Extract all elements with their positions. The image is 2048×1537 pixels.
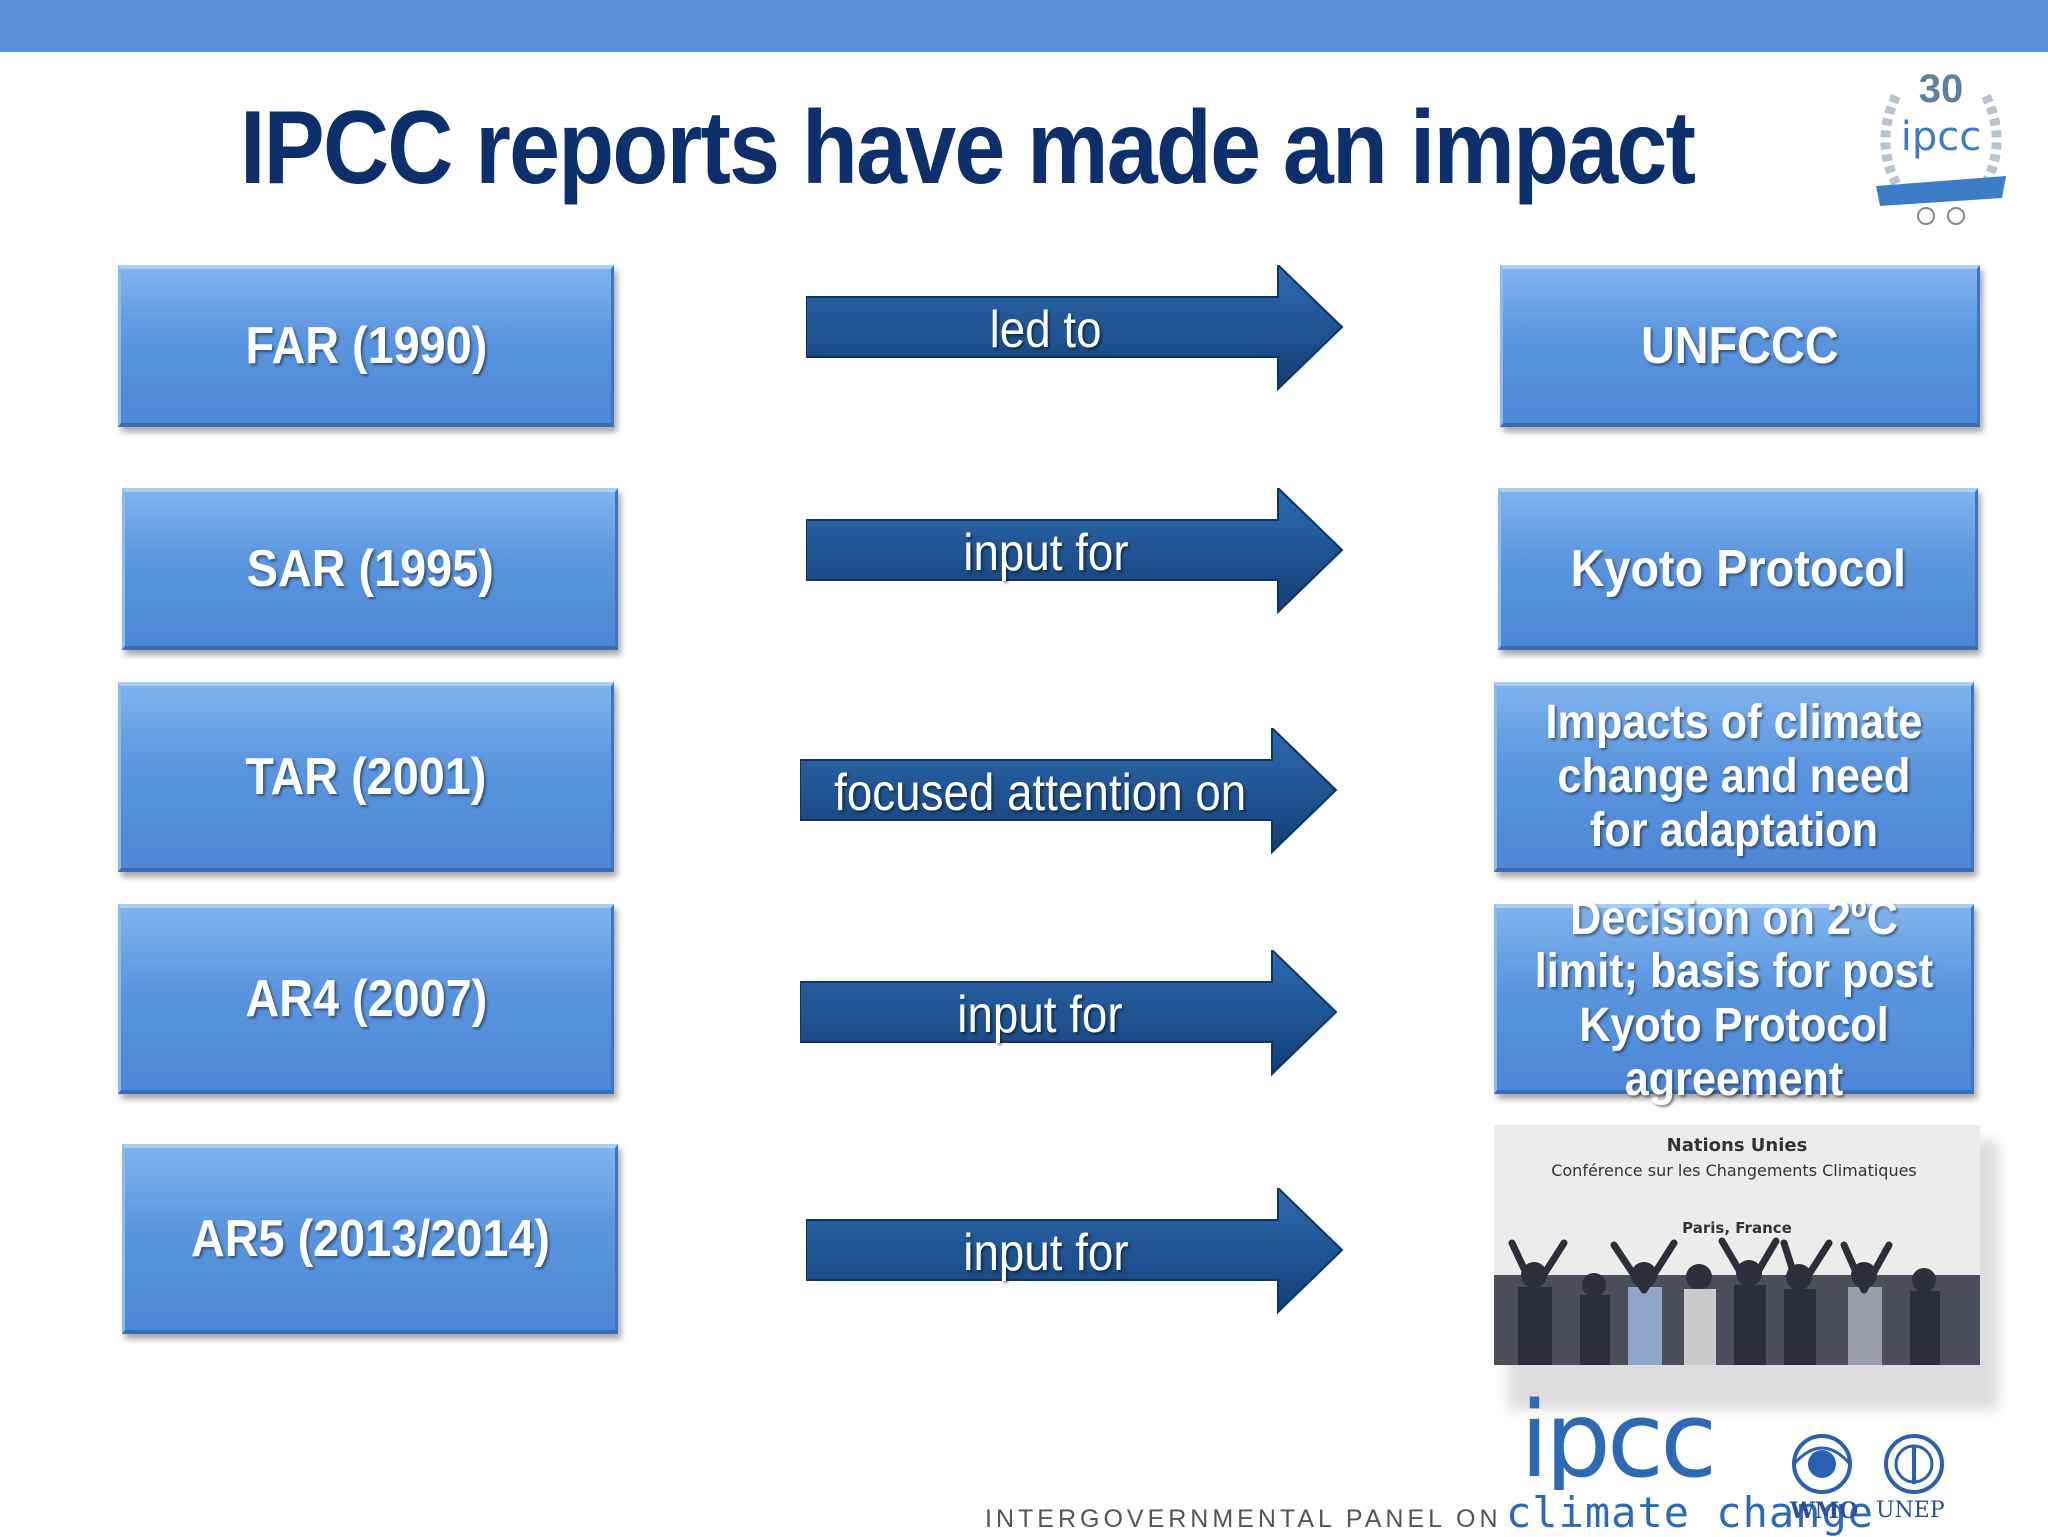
relation-label: led to <box>990 301 1102 359</box>
outcome-box-impacts: Impacts of climate change and need for a… <box>1494 682 1974 872</box>
arrow-focused-attention: focused attention on <box>800 728 1340 858</box>
unep-label: UNEP <box>1876 1498 1945 1523</box>
badge-text: ipcc <box>1901 114 1982 160</box>
badge-number: 30 <box>1919 67 1964 111</box>
paris-conference-photo: Nations Unies Conférence sur les Changem… <box>1494 1125 1980 1365</box>
outcome-box-unfccc: UNFCCC <box>1500 265 1980 427</box>
report-box-ar4: AR4 (2007) <box>118 904 614 1094</box>
arrow-input-for-ar5: input for <box>806 1188 1346 1318</box>
top-accent-bar <box>0 0 2048 52</box>
outcome-box-2c-limit: Decision on 2ºC limit; basis for post Ky… <box>1494 892 1974 1106</box>
relation-label: input for <box>957 986 1123 1044</box>
ipcc-footer-logo: ipcc <box>1520 1379 1720 1501</box>
arrow-input-for-ar4: input for <box>800 950 1340 1080</box>
footer-logo-text: ipcc <box>1520 1380 1713 1490</box>
relation-label: input for <box>963 1224 1129 1282</box>
arrow-input-for-sar: input for <box>806 488 1346 618</box>
photo-caption-line3: Paris, France <box>1682 1219 1792 1237</box>
unep-logo-icon <box>1874 1428 1954 1528</box>
photo-caption-line1: Nations Unies <box>1666 1135 1808 1156</box>
report-box-ar5: AR5 (2013/2014) <box>122 1144 618 1334</box>
photo-caption-line2: Conférence sur les Changements Climatiqu… <box>1551 1161 1917 1180</box>
footer-org-part1: INTERGOVERNMENTAL PANEL ON <box>985 1505 1502 1533</box>
slide-title: IPCC reports have made an impact <box>240 90 1696 206</box>
report-box-far: FAR (1990) <box>118 265 614 427</box>
footer-org-part2: climate change <box>1506 1488 1875 1537</box>
relation-label: input for <box>963 524 1129 582</box>
footer-org-name: INTERGOVERNMENTAL PANEL ON climate chang… <box>985 1488 1874 1537</box>
arrow-led-to: led to <box>806 265 1346 395</box>
relation-label: focused attention on <box>833 764 1247 822</box>
report-box-tar: TAR (2001) <box>118 682 614 872</box>
report-box-sar: SAR (1995) <box>122 488 618 650</box>
wmo-label: WMO <box>1790 1498 1859 1524</box>
outcome-box-kyoto: Kyoto Protocol <box>1498 488 1978 650</box>
wmo-logo-icon <box>1782 1428 1862 1528</box>
ipcc-30-badge: 30 ipcc <box>1866 66 2016 236</box>
